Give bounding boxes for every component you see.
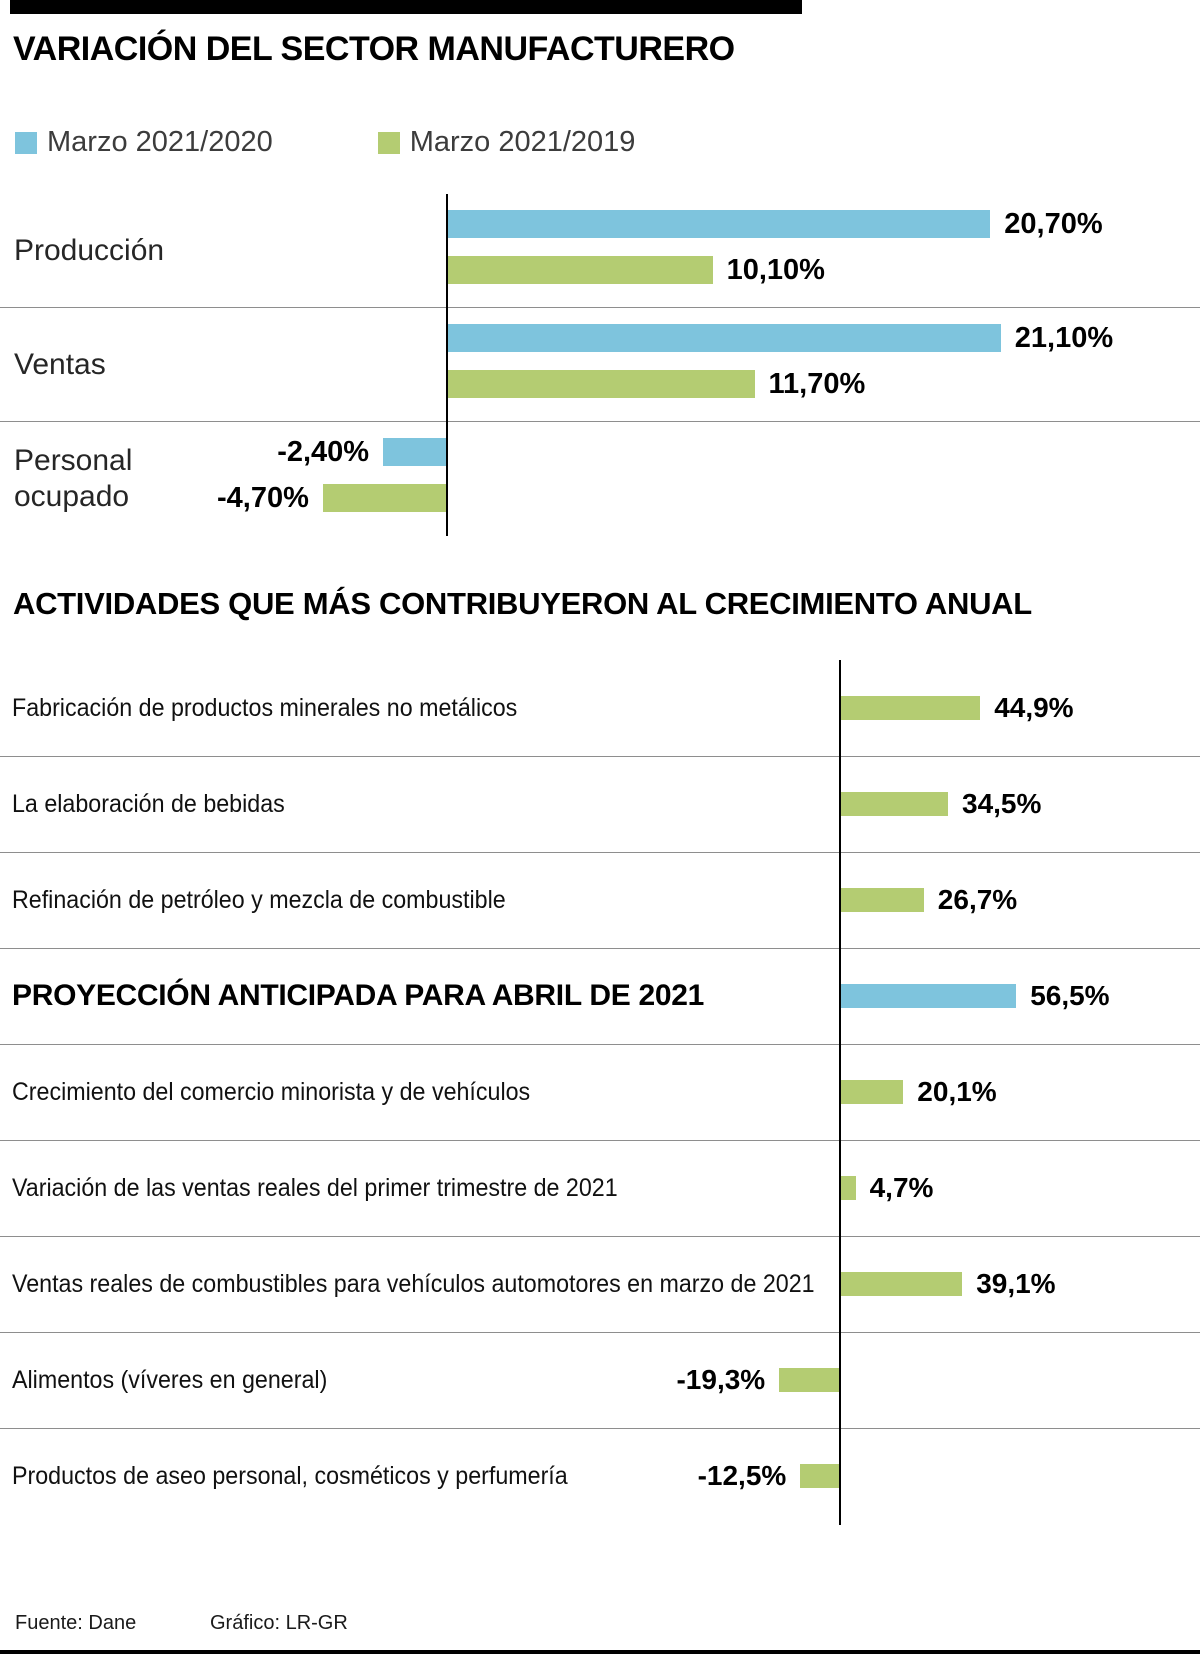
bottom-rule [0, 1650, 1200, 1654]
value-label: 21,10% [1014, 322, 1114, 354]
row-label-refinaci-n-de-petr-leo-y-mezcla-de-combu: Refinación de petróleo y mezcla de combu… [12, 885, 506, 914]
bar-marzo-2021-2019 [448, 370, 755, 398]
row-divider [0, 852, 1200, 853]
row-divider [0, 421, 1200, 422]
value-label: 10,10% [726, 254, 825, 286]
value-label: 34,5% [962, 788, 1042, 819]
value-label: 4,7% [869, 1172, 934, 1203]
value-label: -4,70% [217, 482, 309, 514]
bar-marzo-2021-2019 [322, 484, 446, 512]
row-divider [0, 1428, 1200, 1429]
row-label-ventas-reales-de-combustibles-para-veh-c: Ventas reales de combustibles para vehíc… [12, 1269, 815, 1298]
row-divider [0, 948, 1200, 949]
top-accent-bar [10, 0, 802, 14]
legend-swatch-blue [15, 131, 37, 154]
legend-label: Marzo 2021/2020 [47, 126, 273, 158]
source-label: Fuente: Dane [15, 1612, 137, 1634]
value-label: -19,3% [676, 1364, 766, 1395]
row-bar [841, 696, 981, 720]
page-title: VARIACIÓN DEL SECTOR MANUFACTURERO [13, 30, 735, 68]
row-bar [779, 1368, 839, 1392]
category-label-producci-n: Producción [14, 234, 165, 267]
row-bar [841, 888, 924, 912]
section-title-activities: ACTIVIDADES QUE MÁS CONTRIBUYERON AL CRE… [13, 586, 1032, 621]
row-label-la-elaboraci-n-de-bebidas: La elaboración de bebidas [12, 789, 285, 818]
value-label: 56,5% [1030, 980, 1110, 1011]
row-divider [0, 1332, 1200, 1333]
row-label-alimentos-v-veres-en-general: Alimentos (víveres en general) [12, 1365, 328, 1394]
chart2-axis [839, 660, 841, 1525]
footer: Fuente: Dane Gráfico: LR-GR [0, 1612, 1200, 1642]
category-label-personal-ocupado: Personal ocupado [14, 444, 133, 513]
credit-label: Gráfico: LR-GR [210, 1612, 348, 1634]
bar-marzo-2021-2020 [383, 438, 446, 466]
row-label-fabricaci-n-de-productos-minerales-no-me: Fabricación de productos minerales no me… [12, 693, 518, 722]
row-divider [0, 1140, 1200, 1141]
row-bar [841, 792, 948, 816]
value-label: -2,40% [277, 436, 370, 468]
value-label: 20,70% [1004, 208, 1103, 240]
row-divider [0, 1236, 1200, 1237]
chart-sector-variation: Producción 20,70% 10,10% Ventas 21,10% 11,70%… [0, 194, 1200, 536]
legend: Marzo 2021/2020 Marzo 2021/2019 [15, 126, 635, 159]
value-label: 26,7% [937, 884, 1018, 915]
legend-swatch-green [377, 131, 400, 154]
row-label-productos-de-aseo-personal-cosm-ticos-y-: Productos de aseo personal, cosméticos y… [12, 1461, 568, 1490]
value-label: 39,1% [976, 1268, 1056, 1299]
row-label-crecimiento-del-comercio-minorista-y-de-: Crecimiento del comercio minorista y de … [12, 1077, 531, 1106]
section-header-proyecci-n-anticipada-para-abril-de-2021: PROYECCIÓN ANTICIPADA PARA ABRIL DE 2021 [12, 979, 704, 1012]
row-bar [800, 1464, 840, 1488]
category-label-ventas: Ventas [14, 348, 106, 381]
value-label: 44,9% [994, 692, 1074, 723]
row-bar [841, 1176, 856, 1200]
value-label: 11,70% [768, 368, 866, 400]
bar-marzo-2021-2020 [448, 324, 1001, 352]
legend-item-marzo-2021-2019: Marzo 2021/2019 [377, 126, 636, 159]
value-label: 20,1% [917, 1076, 997, 1107]
chart-activities-contribution: Fabricación de productos minerales no me… [0, 660, 1200, 1525]
value-label: -12,5% [697, 1460, 787, 1491]
row-bar [841, 1080, 904, 1104]
row-divider [0, 756, 1200, 757]
row-divider [0, 307, 1200, 308]
row-bar [841, 1272, 963, 1296]
chart1-axis [446, 194, 448, 536]
row-bar [841, 984, 1017, 1008]
row-label-variaci-n-de-las-ventas-reales-del-prime: Variación de las ventas reales del prime… [12, 1173, 618, 1202]
legend-label: Marzo 2021/2019 [409, 126, 636, 158]
legend-item-marzo-2021-2020: Marzo 2021/2020 [15, 126, 273, 159]
bar-marzo-2021-2020 [448, 210, 991, 238]
row-divider [0, 1044, 1200, 1045]
bar-marzo-2021-2019 [448, 256, 713, 284]
